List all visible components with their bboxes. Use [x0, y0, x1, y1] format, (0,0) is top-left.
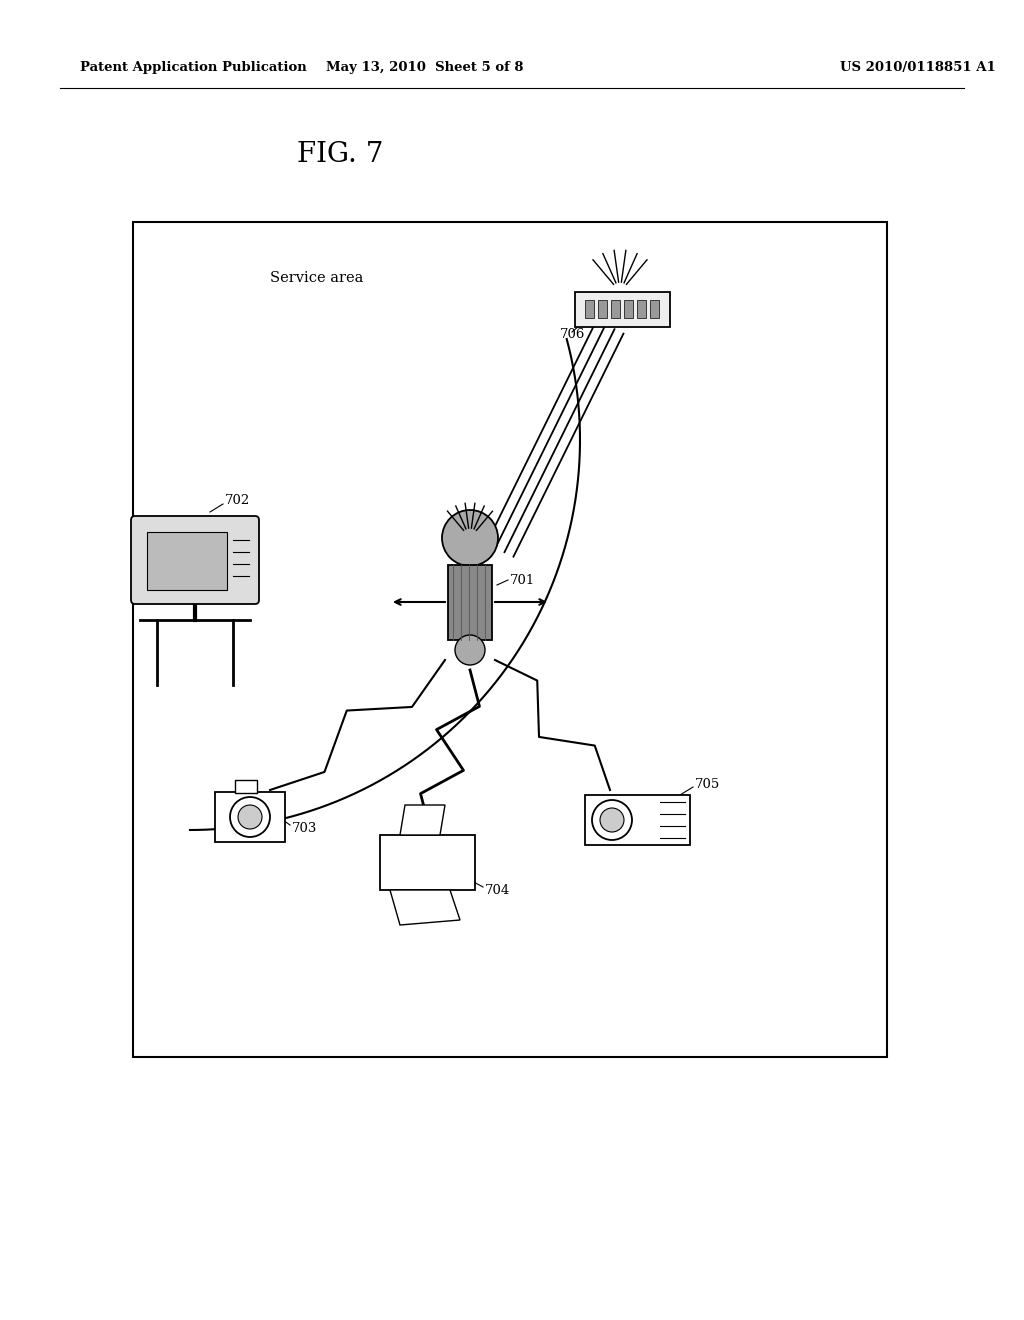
- Circle shape: [230, 797, 270, 837]
- Bar: [650, 300, 659, 318]
- Bar: [598, 300, 607, 318]
- Text: 701: 701: [510, 573, 536, 586]
- Bar: [234, 780, 257, 793]
- Text: FIG. 7: FIG. 7: [297, 141, 383, 169]
- Circle shape: [455, 635, 485, 665]
- Bar: [449, 565, 492, 640]
- Bar: [380, 836, 475, 890]
- Circle shape: [592, 800, 632, 840]
- Bar: [585, 795, 690, 845]
- Circle shape: [600, 808, 624, 832]
- Circle shape: [238, 805, 262, 829]
- Bar: [585, 300, 594, 318]
- FancyBboxPatch shape: [131, 516, 259, 605]
- Polygon shape: [400, 805, 445, 836]
- Text: 705: 705: [695, 779, 720, 792]
- Text: Patent Application Publication: Patent Application Publication: [80, 62, 307, 74]
- Text: US 2010/0118851 A1: US 2010/0118851 A1: [840, 62, 995, 74]
- Text: May 13, 2010  Sheet 5 of 8: May 13, 2010 Sheet 5 of 8: [327, 62, 523, 74]
- Bar: [133, 222, 887, 1057]
- Bar: [624, 300, 633, 318]
- Text: Service area: Service area: [270, 271, 364, 285]
- Bar: [215, 792, 285, 842]
- Bar: [575, 292, 670, 327]
- Bar: [147, 532, 227, 590]
- Text: 704: 704: [485, 883, 510, 896]
- Bar: [611, 300, 620, 318]
- Circle shape: [442, 510, 498, 566]
- Text: 703: 703: [292, 821, 317, 834]
- Polygon shape: [390, 890, 460, 925]
- Text: 706: 706: [560, 329, 586, 342]
- Text: 702: 702: [225, 494, 250, 507]
- Bar: [637, 300, 646, 318]
